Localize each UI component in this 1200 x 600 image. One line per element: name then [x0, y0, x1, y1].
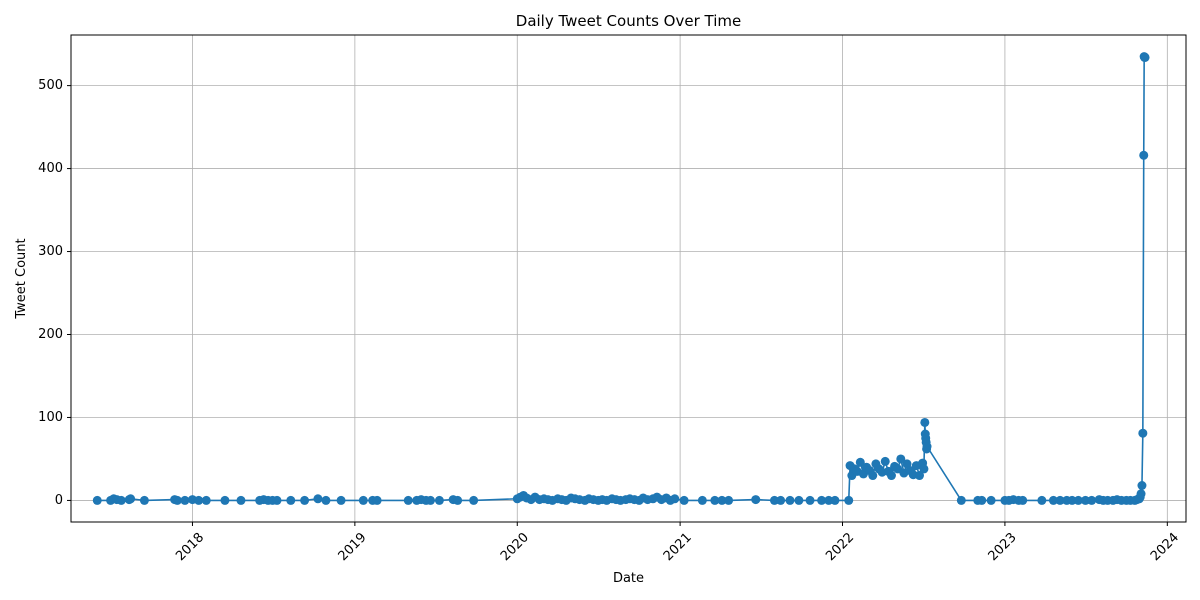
data-point-75 [679, 495, 689, 505]
data-point-137 [1080, 495, 1090, 505]
data-point-133 [1055, 495, 1065, 505]
data-point-33 [426, 495, 436, 505]
y-axis-label: Tweet Count [14, 238, 29, 319]
data-point-85 [805, 495, 815, 505]
data-point-87 [824, 495, 834, 505]
data-points-group [92, 52, 1150, 505]
x-tick-label-2023: 2023 [986, 530, 1020, 564]
data-point-98 [868, 471, 878, 481]
data-point-15 [236, 495, 246, 505]
data-point-4 [116, 495, 126, 505]
x-axis-label: Date [613, 571, 644, 586]
series-line [97, 56, 1146, 502]
data-point-151 [1136, 489, 1146, 499]
data-point-34 [434, 495, 444, 505]
data-point-154 [1139, 150, 1149, 160]
data-point-116 [920, 417, 930, 427]
y-tick-label-300: 300 [38, 244, 63, 259]
data-point-76 [697, 495, 707, 505]
data-point-152 [1137, 480, 1147, 490]
y-tick-label-200: 200 [38, 327, 63, 342]
plot-frame [70, 34, 1187, 523]
x-tick-label-2018: 2018 [173, 530, 207, 564]
data-point-86 [817, 495, 827, 505]
data-point-138 [1087, 495, 1097, 505]
data-point-37 [469, 495, 479, 505]
data-point-12 [194, 495, 204, 505]
y-tick-label-100: 100 [38, 410, 63, 425]
data-point-121 [922, 442, 932, 452]
data-point-28 [372, 495, 382, 505]
data-point-115 [919, 464, 929, 474]
data-point-24 [321, 495, 331, 505]
data-point-107 [896, 454, 906, 464]
series-line-group [97, 56, 1146, 502]
data-point-82 [776, 495, 786, 505]
x-tick-label-2019: 2019 [336, 530, 370, 564]
data-point-125 [986, 495, 996, 505]
data-point-74 [670, 494, 680, 504]
data-point-157 [1140, 52, 1150, 62]
data-point-20 [272, 495, 282, 505]
data-point-6 [126, 494, 136, 504]
y-tick-label-500: 500 [38, 78, 63, 93]
data-point-81 [769, 495, 779, 505]
data-point-135 [1067, 495, 1077, 505]
data-point-131 [1037, 495, 1047, 505]
x-tick-label-2021: 2021 [661, 530, 695, 564]
y-tick-label-400: 400 [38, 161, 63, 176]
data-point-132 [1048, 495, 1058, 505]
data-point-113 [914, 471, 924, 481]
data-point-104 [886, 471, 896, 481]
data-point-84 [794, 495, 804, 505]
data-point-23 [313, 494, 323, 504]
x-tick-label-2020: 2020 [498, 530, 532, 564]
x-axis: 2018 2019 2020 2021 2022 2023 2024 [173, 522, 1182, 564]
x-tick-label-2022: 2022 [823, 530, 857, 564]
data-point-21 [286, 495, 296, 505]
data-point-124 [977, 495, 987, 505]
data-point-79 [724, 495, 734, 505]
data-point-14 [220, 495, 230, 505]
data-point-7 [139, 495, 149, 505]
data-point-22 [300, 495, 310, 505]
data-point-36 [453, 495, 463, 505]
data-point-94 [855, 457, 865, 467]
grid-lines [71, 35, 1186, 522]
data-point-77 [710, 495, 720, 505]
data-point-25 [336, 495, 346, 505]
chart-title: Daily Tweet Counts Over Time [516, 12, 741, 30]
data-point-88 [830, 495, 840, 505]
data-point-153 [1138, 428, 1148, 438]
data-point-102 [880, 456, 890, 466]
data-point-136 [1073, 495, 1083, 505]
data-point-9 [172, 495, 182, 505]
data-point-80 [751, 495, 761, 505]
data-point-83 [785, 495, 795, 505]
data-point-29 [403, 495, 413, 505]
data-point-78 [717, 495, 727, 505]
x-tick-label-2024: 2024 [1148, 530, 1182, 564]
data-point-122 [956, 495, 966, 505]
data-point-130 [1018, 495, 1028, 505]
data-point-10 [180, 495, 190, 505]
y-axis: 0 100 200 300 400 500 [38, 78, 71, 508]
data-point-13 [201, 495, 211, 505]
data-point-26 [358, 495, 368, 505]
y-tick-label-0: 0 [55, 493, 63, 508]
data-point-89 [844, 495, 854, 505]
data-point-0 [92, 495, 102, 505]
